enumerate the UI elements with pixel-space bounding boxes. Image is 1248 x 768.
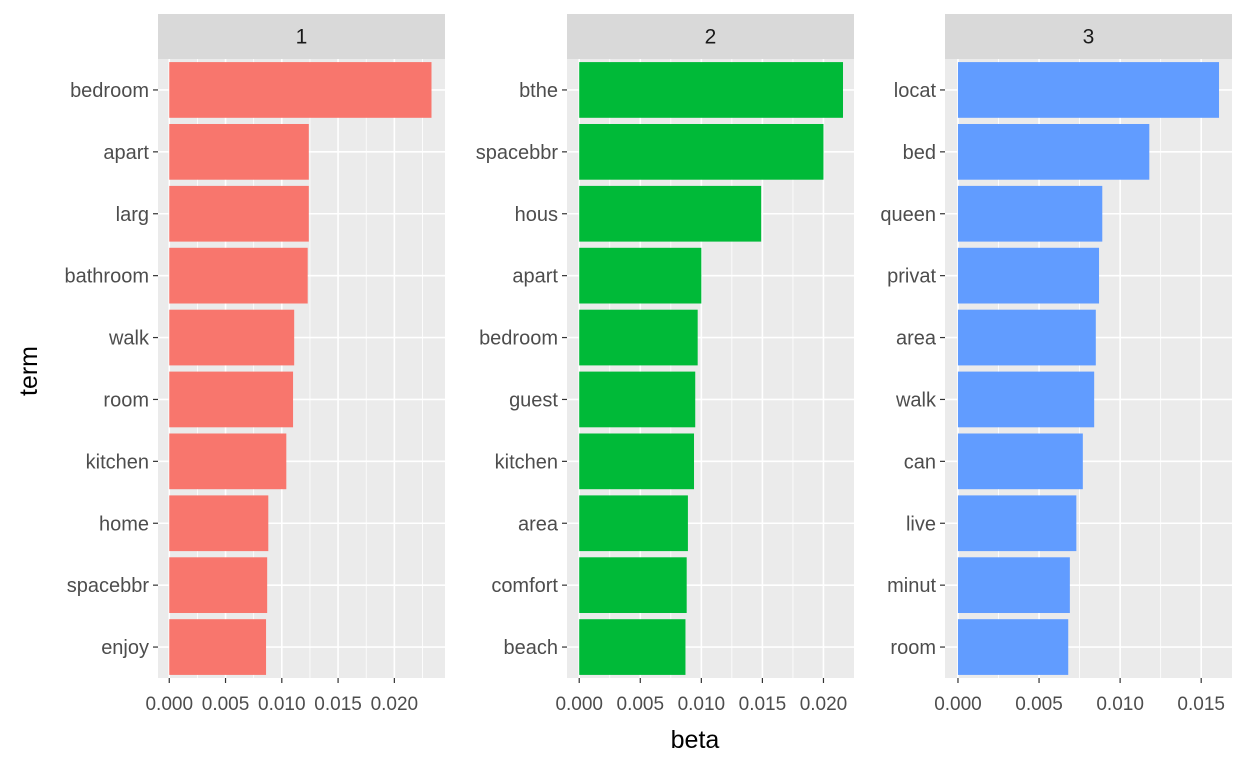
- bar-apart: [169, 123, 309, 180]
- term-label: bedroom: [70, 80, 149, 102]
- chart-panels: 1bedroomapartlargbathroomwalkroomkitchen…: [65, 14, 1232, 715]
- x-axis-title: beta: [671, 726, 720, 754]
- x-tick-label: 0.005: [1015, 694, 1063, 715]
- bar-kitchen: [169, 433, 287, 490]
- bar-enjoy: [169, 619, 267, 675]
- y-axis-title: term: [15, 346, 43, 396]
- term-label: area: [896, 328, 937, 350]
- bar-bedroom: [169, 62, 432, 118]
- x-tick-label: 0.010: [1096, 694, 1144, 715]
- facet-panel-2: 2 bthe spacebbr hous apart bedroom guest kitche…: [476, 14, 854, 715]
- bar-spacebbr: [579, 123, 824, 180]
- bar-spacebbr: [169, 557, 268, 614]
- facet-strip: [158, 14, 445, 59]
- term-label: kitchen: [495, 451, 558, 473]
- term-label: walk: [108, 328, 150, 350]
- x-tick-label: 0.005: [617, 694, 665, 715]
- x-tick-label: 0.015: [314, 694, 362, 715]
- bar-room: [169, 371, 294, 428]
- x-tick-label: 0.015: [1177, 694, 1225, 715]
- bar-bathroom: [169, 247, 308, 304]
- term-label: home: [99, 513, 149, 535]
- facet-panel-3: 3 locat bed queen privat area walk can live minut…: [880, 14, 1232, 715]
- term-label: live: [906, 513, 936, 535]
- term-label: room: [103, 389, 149, 411]
- bar-larg: [169, 185, 309, 242]
- term-label: queen: [880, 204, 936, 226]
- term-label: spacebbr: [476, 142, 559, 164]
- term-label: bathroom: [65, 266, 150, 288]
- bar-area: [957, 309, 1096, 366]
- term-label: beach: [504, 637, 559, 659]
- x-tick-label: 0.010: [678, 694, 726, 715]
- bar-bed: [957, 123, 1150, 180]
- term-label: hous: [515, 204, 558, 226]
- term-label: larg: [116, 204, 149, 226]
- term-label: bedroom: [479, 328, 558, 350]
- term-label: comfort: [491, 575, 558, 597]
- term-label: apart: [512, 266, 558, 288]
- term-label: spacebbr: [67, 575, 150, 597]
- x-tick-label: 0.020: [800, 694, 848, 715]
- bar-hous: [579, 185, 762, 242]
- facet-strip-label: 3: [1083, 26, 1095, 49]
- bar-privat: [957, 247, 1100, 304]
- bar-guest: [579, 371, 696, 428]
- term-label: locat: [894, 80, 937, 102]
- term-label: room: [890, 637, 936, 659]
- x-tick-label: 0.005: [202, 694, 250, 715]
- bar-walk: [169, 309, 295, 366]
- term-label: bed: [903, 142, 936, 164]
- facet-strip: [945, 14, 1232, 59]
- x-tick-label: 0.000: [145, 694, 193, 715]
- bar-queen: [957, 185, 1103, 242]
- facet-strip-label: 1: [296, 26, 308, 49]
- bar-minut: [957, 557, 1070, 614]
- bar-bedroom: [579, 309, 698, 366]
- term-label: minut: [887, 575, 936, 597]
- bar-room: [957, 619, 1069, 675]
- x-tick-label: 0.015: [739, 694, 787, 715]
- bar-kitchen: [579, 433, 695, 490]
- bar-area: [579, 495, 688, 552]
- term-label: walk: [895, 389, 937, 411]
- bar-locat: [957, 62, 1220, 118]
- bar-comfort: [579, 557, 687, 614]
- term-label: kitchen: [86, 451, 149, 473]
- x-tick-label: 0.000: [555, 694, 603, 715]
- facet-panel-1: 1 bedroom apart larg bathroom walk room kitchen…: [65, 14, 445, 715]
- x-tick-label: 0.010: [258, 694, 306, 715]
- bar-apart: [579, 247, 702, 304]
- term-label: enjoy: [101, 637, 149, 659]
- x-tick-label: 0.000: [934, 694, 982, 715]
- term-label: apart: [103, 142, 149, 164]
- bar-home: [169, 495, 269, 552]
- term-label: privat: [887, 266, 936, 288]
- term-label: can: [904, 451, 936, 473]
- bar-live: [957, 495, 1077, 552]
- bar-walk: [957, 371, 1095, 428]
- bar-beach: [579, 619, 686, 675]
- facet-strip-label: 2: [705, 26, 717, 49]
- term-label: guest: [509, 389, 558, 411]
- x-tick-label: 0.020: [371, 694, 419, 715]
- bar-can: [957, 433, 1083, 490]
- bar-bthe: [579, 62, 844, 118]
- facet-strip: [567, 14, 854, 59]
- term-label: bthe: [519, 80, 558, 102]
- term-label: area: [518, 513, 559, 535]
